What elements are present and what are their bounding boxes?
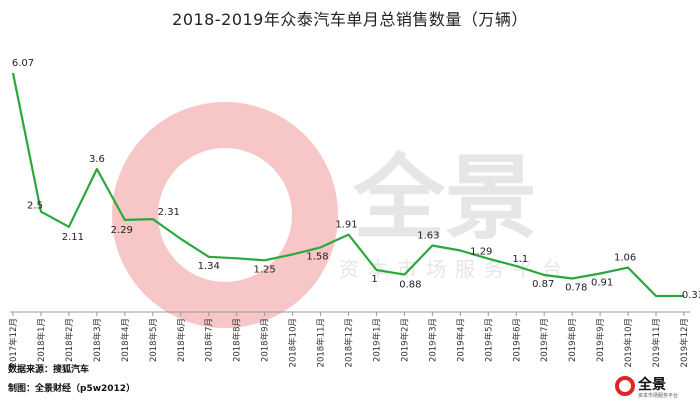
- maker-note: 制图：全景财经（p5w2012）: [8, 384, 136, 394]
- x-tick-label: 2018年11月: [316, 318, 327, 367]
- logo-mark-inner: [624, 382, 630, 388]
- data-label: 1.1: [512, 254, 528, 265]
- x-tick-label: 2019年2月: [399, 318, 410, 362]
- x-tick-label: 2019年8月: [567, 318, 578, 362]
- source-note: 数据来源：搜狐汽车: [8, 365, 90, 375]
- data-label: 1.29: [470, 247, 492, 258]
- x-tick-label: 2018年2月: [64, 318, 75, 362]
- data-label: 1.63: [417, 231, 439, 242]
- x-tick-label: 2018年8月: [232, 318, 243, 362]
- x-tick-label: 2018年12月: [344, 318, 355, 367]
- x-tick-label: 2019年1月: [371, 318, 382, 362]
- data-label: 0.78: [565, 283, 587, 294]
- x-tick-label: 2019年10月: [623, 318, 634, 367]
- data-label: 1.25: [253, 264, 275, 275]
- x-tick-label: 2019年6月: [511, 318, 522, 362]
- watermark-brand: 全景: [352, 145, 537, 252]
- data-label: 0.33: [682, 290, 700, 301]
- logo-brand: 全景: [637, 376, 666, 393]
- data-label: 2.29: [111, 225, 133, 236]
- x-tick-label: 2017年12月: [8, 318, 19, 367]
- data-label: 1.58: [306, 251, 328, 262]
- data-label: 1.91: [335, 220, 357, 231]
- series-line: [11, 72, 684, 298]
- watermark-swirl-inner: [192, 165, 272, 245]
- data-label: 3.6: [89, 154, 105, 165]
- data-label: 2.31: [158, 207, 180, 218]
- data-label: 1.34: [198, 261, 220, 272]
- x-tick-label: 2018年7月: [204, 318, 215, 362]
- logo-mark: [615, 376, 635, 396]
- x-tick-label: 2019年11月: [651, 318, 662, 367]
- data-label: 0.88: [399, 280, 421, 291]
- data-label: 0.91: [591, 278, 613, 289]
- data-label: 1.06: [614, 253, 636, 264]
- x-tick-label: 2019年5月: [483, 318, 494, 362]
- x-tick-label: 2018年10月: [288, 318, 299, 367]
- watermark-swirl-outer: [112, 102, 338, 328]
- chart-title: 2018-2019年众泰汽车单月总销售数量（万辆）: [172, 10, 528, 29]
- x-tick-label: 2018年6月: [176, 318, 187, 362]
- x-tick-label: 2019年7月: [539, 318, 550, 362]
- x-tick-label: 2019年12月: [679, 318, 690, 367]
- watermark: 全景 资本市场服务平台: [112, 102, 562, 328]
- data-label: 2.5: [27, 201, 43, 212]
- data-label: 0.87: [532, 279, 554, 290]
- data-label: 1: [371, 274, 377, 285]
- x-tick-label: 2019年4月: [455, 318, 466, 362]
- x-tick-label: 2018年9月: [260, 318, 271, 362]
- x-ticks: [12, 312, 685, 316]
- x-tick-label: 2018年3月: [92, 318, 103, 362]
- data-label: 6.07: [12, 58, 34, 69]
- data-labels: 6.07 2.5 2.11 3.6 2.29 2.31 1.34 1.25 1.58 1.91 1 0…: [12, 58, 700, 301]
- brand-logo: 全景 资本市场服务平台: [615, 376, 678, 399]
- x-tick-labels: 2017年12月 2018年1月 2018年2月 2018年3月 2018年4月 2018…: [8, 318, 690, 367]
- x-tick-label: 2019年3月: [427, 318, 438, 362]
- logo-tagline: 资本市场服务平台: [638, 392, 678, 399]
- x-tick-label: 2018年1月: [36, 318, 47, 362]
- x-tick-label: 2019年9月: [595, 318, 606, 362]
- x-tick-label: 2018年4月: [120, 318, 131, 362]
- x-tick-label: 2018年5月: [148, 318, 159, 362]
- data-label: 2.11: [62, 232, 84, 243]
